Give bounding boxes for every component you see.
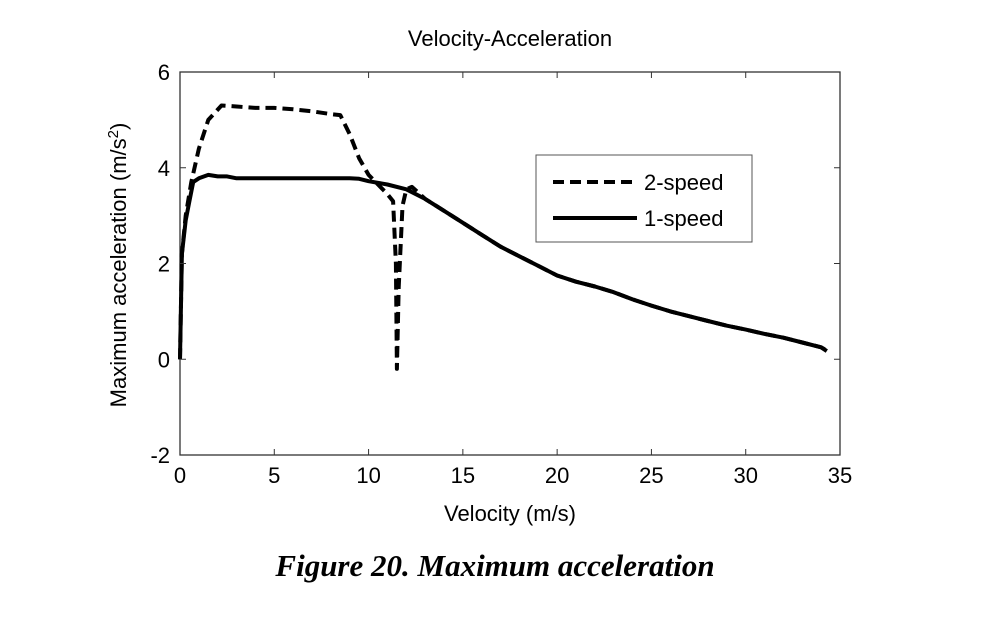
y-axis-label-close: ) bbox=[106, 123, 131, 130]
y-tick-label: -2 bbox=[150, 443, 170, 468]
legend-label-1-speed: 1-speed bbox=[644, 206, 724, 231]
y-axis-label: Maximum acceleration (m/s2) bbox=[105, 123, 132, 408]
x-tick-label: 20 bbox=[545, 463, 569, 488]
x-tick-label: 5 bbox=[268, 463, 280, 488]
series-line-2-speed bbox=[178, 103, 828, 371]
plot-area bbox=[178, 71, 841, 456]
y-tick-label: 6 bbox=[158, 60, 170, 85]
y-tick-label: 4 bbox=[158, 156, 170, 181]
x-tick-label: 0 bbox=[174, 463, 186, 488]
figure-caption: Figure 20. Maximum acceleration bbox=[275, 548, 715, 583]
y-axis-label-superscript: 2 bbox=[105, 130, 122, 138]
legend-box bbox=[535, 154, 753, 243]
x-tick-label: 35 bbox=[828, 463, 852, 488]
x-tick-label: 15 bbox=[451, 463, 475, 488]
legend: 2-speed 1-speed bbox=[535, 154, 753, 243]
x-tick-label: 25 bbox=[639, 463, 663, 488]
y-tick-label: 0 bbox=[158, 347, 170, 372]
axes-box bbox=[179, 71, 841, 456]
chart-title: Velocity-Acceleration bbox=[408, 26, 612, 51]
y-axis-label-main: Maximum acceleration (m/s bbox=[106, 138, 131, 407]
x-tick-label: 10 bbox=[356, 463, 380, 488]
legend-label-2-speed: 2-speed bbox=[644, 170, 724, 195]
x-axis-label: Velocity (m/s) bbox=[444, 501, 576, 526]
y-tick-label: 2 bbox=[158, 252, 170, 277]
x-tick-label: 30 bbox=[733, 463, 757, 488]
